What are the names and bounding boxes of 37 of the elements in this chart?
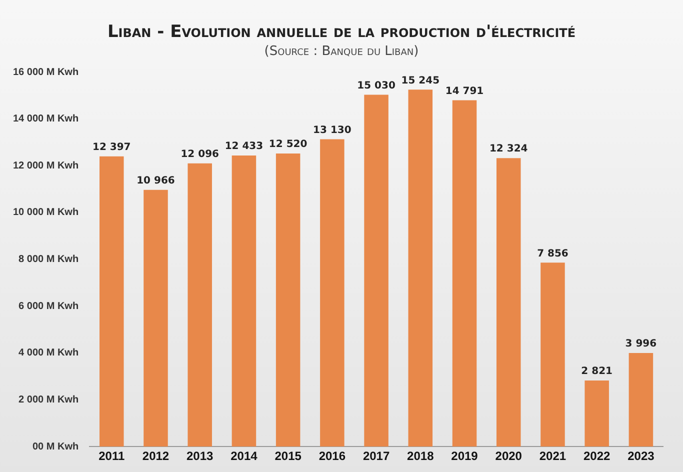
y-tick-label: 10 000 M Kwh [12,207,79,218]
chart-subtitle: (Source : Banque du Liban) [263,44,420,61]
x-tick-label: 2021 [539,449,566,464]
data-label: 2 821 [581,366,613,378]
y-tick-label: 00 M Kwh [32,441,79,452]
x-tick-label: 2011 [98,449,125,464]
data-label: 15 030 [357,80,396,92]
data-label: 13 130 [313,124,352,136]
x-tick-label: 2015 [274,449,302,464]
data-label: 14 791 [445,86,484,97]
chart-title: Liban - Evolution annuelle de la production d'électricité [106,21,577,44]
x-tick-label: 2019 [451,449,478,464]
y-tick-label: 8 000 M Kwh [18,254,79,266]
y-tick-label: 12 000 M Kwh [12,160,79,172]
y-tick-label: 16 000 M Kwh [12,66,79,78]
data-label: 3 996 [625,338,657,350]
data-label: 7 856 [537,248,568,260]
x-tick-label: 2023 [628,449,655,464]
y-tick-label: 6 000 M Kwh [18,300,79,312]
x-tick-label: 2012 [142,449,170,464]
y-tick-label: 4 000 M Kwh [18,348,79,359]
y-tick-label: 2 000 M Kwh [18,394,79,406]
data-label: 12 397 [92,142,131,153]
data-label: 12 324 [489,144,528,155]
x-tick-label: 2018 [407,449,434,464]
x-tick-label: 2017 [362,449,390,464]
x-tick-label: 2013 [186,449,214,464]
data-label: 10 966 [136,175,175,186]
data-label: 12 520 [268,139,308,150]
x-tick-label: 2020 [495,449,522,464]
data-label: 15 245 [401,75,440,86]
y-tick-label: 14 000 M Kwh [12,114,79,125]
data-label: 12 433 [224,141,264,152]
x-tick-label: 2016 [318,449,346,464]
data-label: 12 096 [180,148,220,160]
x-tick-label: 2022 [583,449,611,464]
x-tick-label: 2014 [230,449,258,464]
